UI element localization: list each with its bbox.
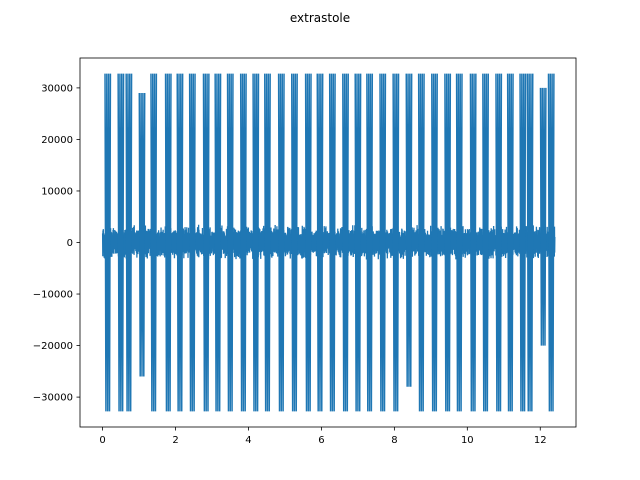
waveform-spike bbox=[202, 73, 210, 412]
waveform-spike bbox=[469, 73, 477, 412]
waveform-spike bbox=[392, 73, 400, 412]
x-tick-label: 4 bbox=[245, 435, 251, 446]
waveform-spike bbox=[366, 73, 374, 412]
waveform-spike bbox=[150, 73, 158, 412]
y-tick-label: 10000 bbox=[41, 186, 73, 197]
x-tick-label: 12 bbox=[534, 435, 547, 446]
x-tick-label: 10 bbox=[461, 435, 474, 446]
y-tick-label: 20000 bbox=[41, 135, 73, 146]
y-tick-label: 0 bbox=[67, 238, 73, 249]
y-axis: −30000 −20000 −10000 0 10000 20000 30000 bbox=[33, 83, 80, 404]
waveform-spike bbox=[277, 73, 285, 412]
x-tick-label: 8 bbox=[391, 435, 397, 446]
waveform-spike bbox=[104, 73, 112, 412]
waveform-spike bbox=[495, 73, 503, 412]
waveform-spike bbox=[417, 73, 425, 412]
waveform-spike bbox=[316, 73, 324, 412]
waveform-spike bbox=[342, 73, 349, 412]
waveform-spike bbox=[226, 73, 234, 412]
waveform-spike bbox=[482, 73, 489, 412]
waveform-spike bbox=[176, 73, 184, 412]
waveform-spike bbox=[455, 73, 463, 412]
plot-area bbox=[101, 73, 556, 412]
waveform-spike bbox=[125, 73, 133, 412]
waveform-spike bbox=[405, 73, 413, 387]
x-axis: 0 2 4 6 8 10 12 bbox=[99, 427, 547, 446]
waveform-spike bbox=[304, 73, 312, 412]
waveform-spike bbox=[379, 73, 387, 412]
x-tick-label: 0 bbox=[99, 435, 105, 446]
waveform-spike bbox=[506, 73, 514, 412]
waveform-spike bbox=[328, 73, 336, 412]
y-tick-label: −20000 bbox=[33, 341, 73, 352]
waveform-spike bbox=[214, 73, 222, 412]
waveform-spike bbox=[252, 73, 260, 412]
waveform-spike bbox=[519, 73, 527, 412]
waveform-spike bbox=[547, 73, 555, 412]
y-tick-label: −30000 bbox=[33, 393, 73, 404]
x-tick-label: 2 bbox=[172, 435, 178, 446]
waveform-spike bbox=[138, 93, 146, 377]
waveform-spike bbox=[539, 87, 547, 346]
y-tick-label: 30000 bbox=[41, 83, 73, 94]
y-tick-label: −10000 bbox=[33, 290, 73, 301]
waveform-spike bbox=[188, 73, 196, 412]
waveform-spike bbox=[354, 73, 362, 412]
waveform-spike bbox=[444, 73, 452, 412]
x-tick-label: 6 bbox=[318, 435, 324, 446]
waveform-spike bbox=[117, 73, 125, 412]
waveform-spike bbox=[164, 73, 172, 412]
waveform-spike bbox=[291, 73, 298, 412]
waveform-spike bbox=[526, 73, 534, 412]
waveform-spike bbox=[431, 73, 438, 412]
waveform-spike bbox=[264, 73, 271, 412]
waveform-spike bbox=[239, 73, 247, 412]
chart-title: extrastole bbox=[290, 11, 350, 25]
